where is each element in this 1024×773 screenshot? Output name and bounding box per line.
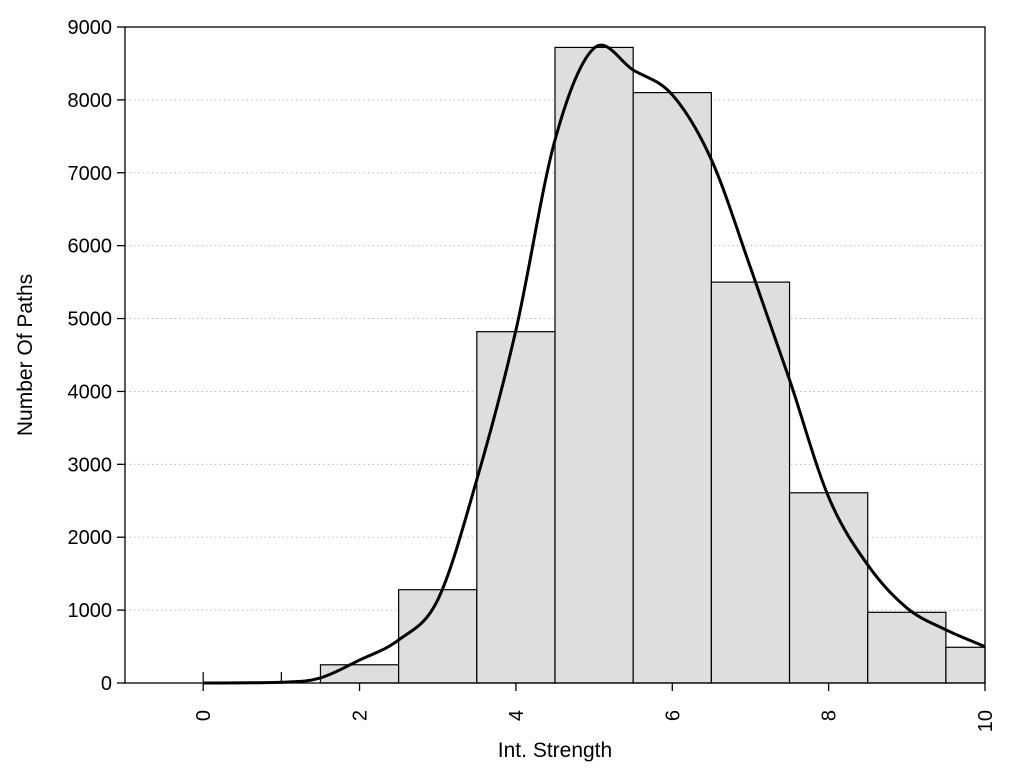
y-tick-label: 6000 <box>68 236 113 258</box>
y-axis-label: Number Of Paths <box>14 274 37 436</box>
bar <box>398 589 478 684</box>
y-tick-label: 3000 <box>68 454 113 476</box>
bar <box>788 492 869 684</box>
plot-frame <box>124 26 986 684</box>
bar <box>710 281 791 684</box>
x-tick-label: 6 <box>662 710 684 721</box>
y-tick-label: 0 <box>101 673 112 695</box>
x-tick-label: 10 <box>975 710 997 732</box>
y-tick-label: 4000 <box>68 381 113 403</box>
x-tick-label: 2 <box>350 710 372 721</box>
bar <box>632 91 712 684</box>
y-tick-label: 1000 <box>68 600 113 622</box>
x-tick-label: 8 <box>819 710 841 721</box>
density-curve <box>203 43 986 685</box>
y-tick-label: 8000 <box>68 90 113 112</box>
y-axis: 0 1000 2000 3000 4000 5000 6000 7000 8000 9000 <box>68 17 125 695</box>
x-tick-label: 0 <box>193 710 215 721</box>
bar <box>554 46 634 684</box>
x-tick-label: 4 <box>506 710 528 721</box>
y-tick-label: 2000 <box>68 527 113 549</box>
y-tick-label: 5000 <box>68 309 113 331</box>
y-tick-label: 9000 <box>68 17 113 39</box>
bar <box>945 646 986 684</box>
x-axis: 0 2 4 6 8 10 <box>193 683 997 732</box>
y-tick-label: 7000 <box>68 163 113 185</box>
bar <box>476 331 556 684</box>
x-axis-label: Int. Strength <box>498 739 612 762</box>
